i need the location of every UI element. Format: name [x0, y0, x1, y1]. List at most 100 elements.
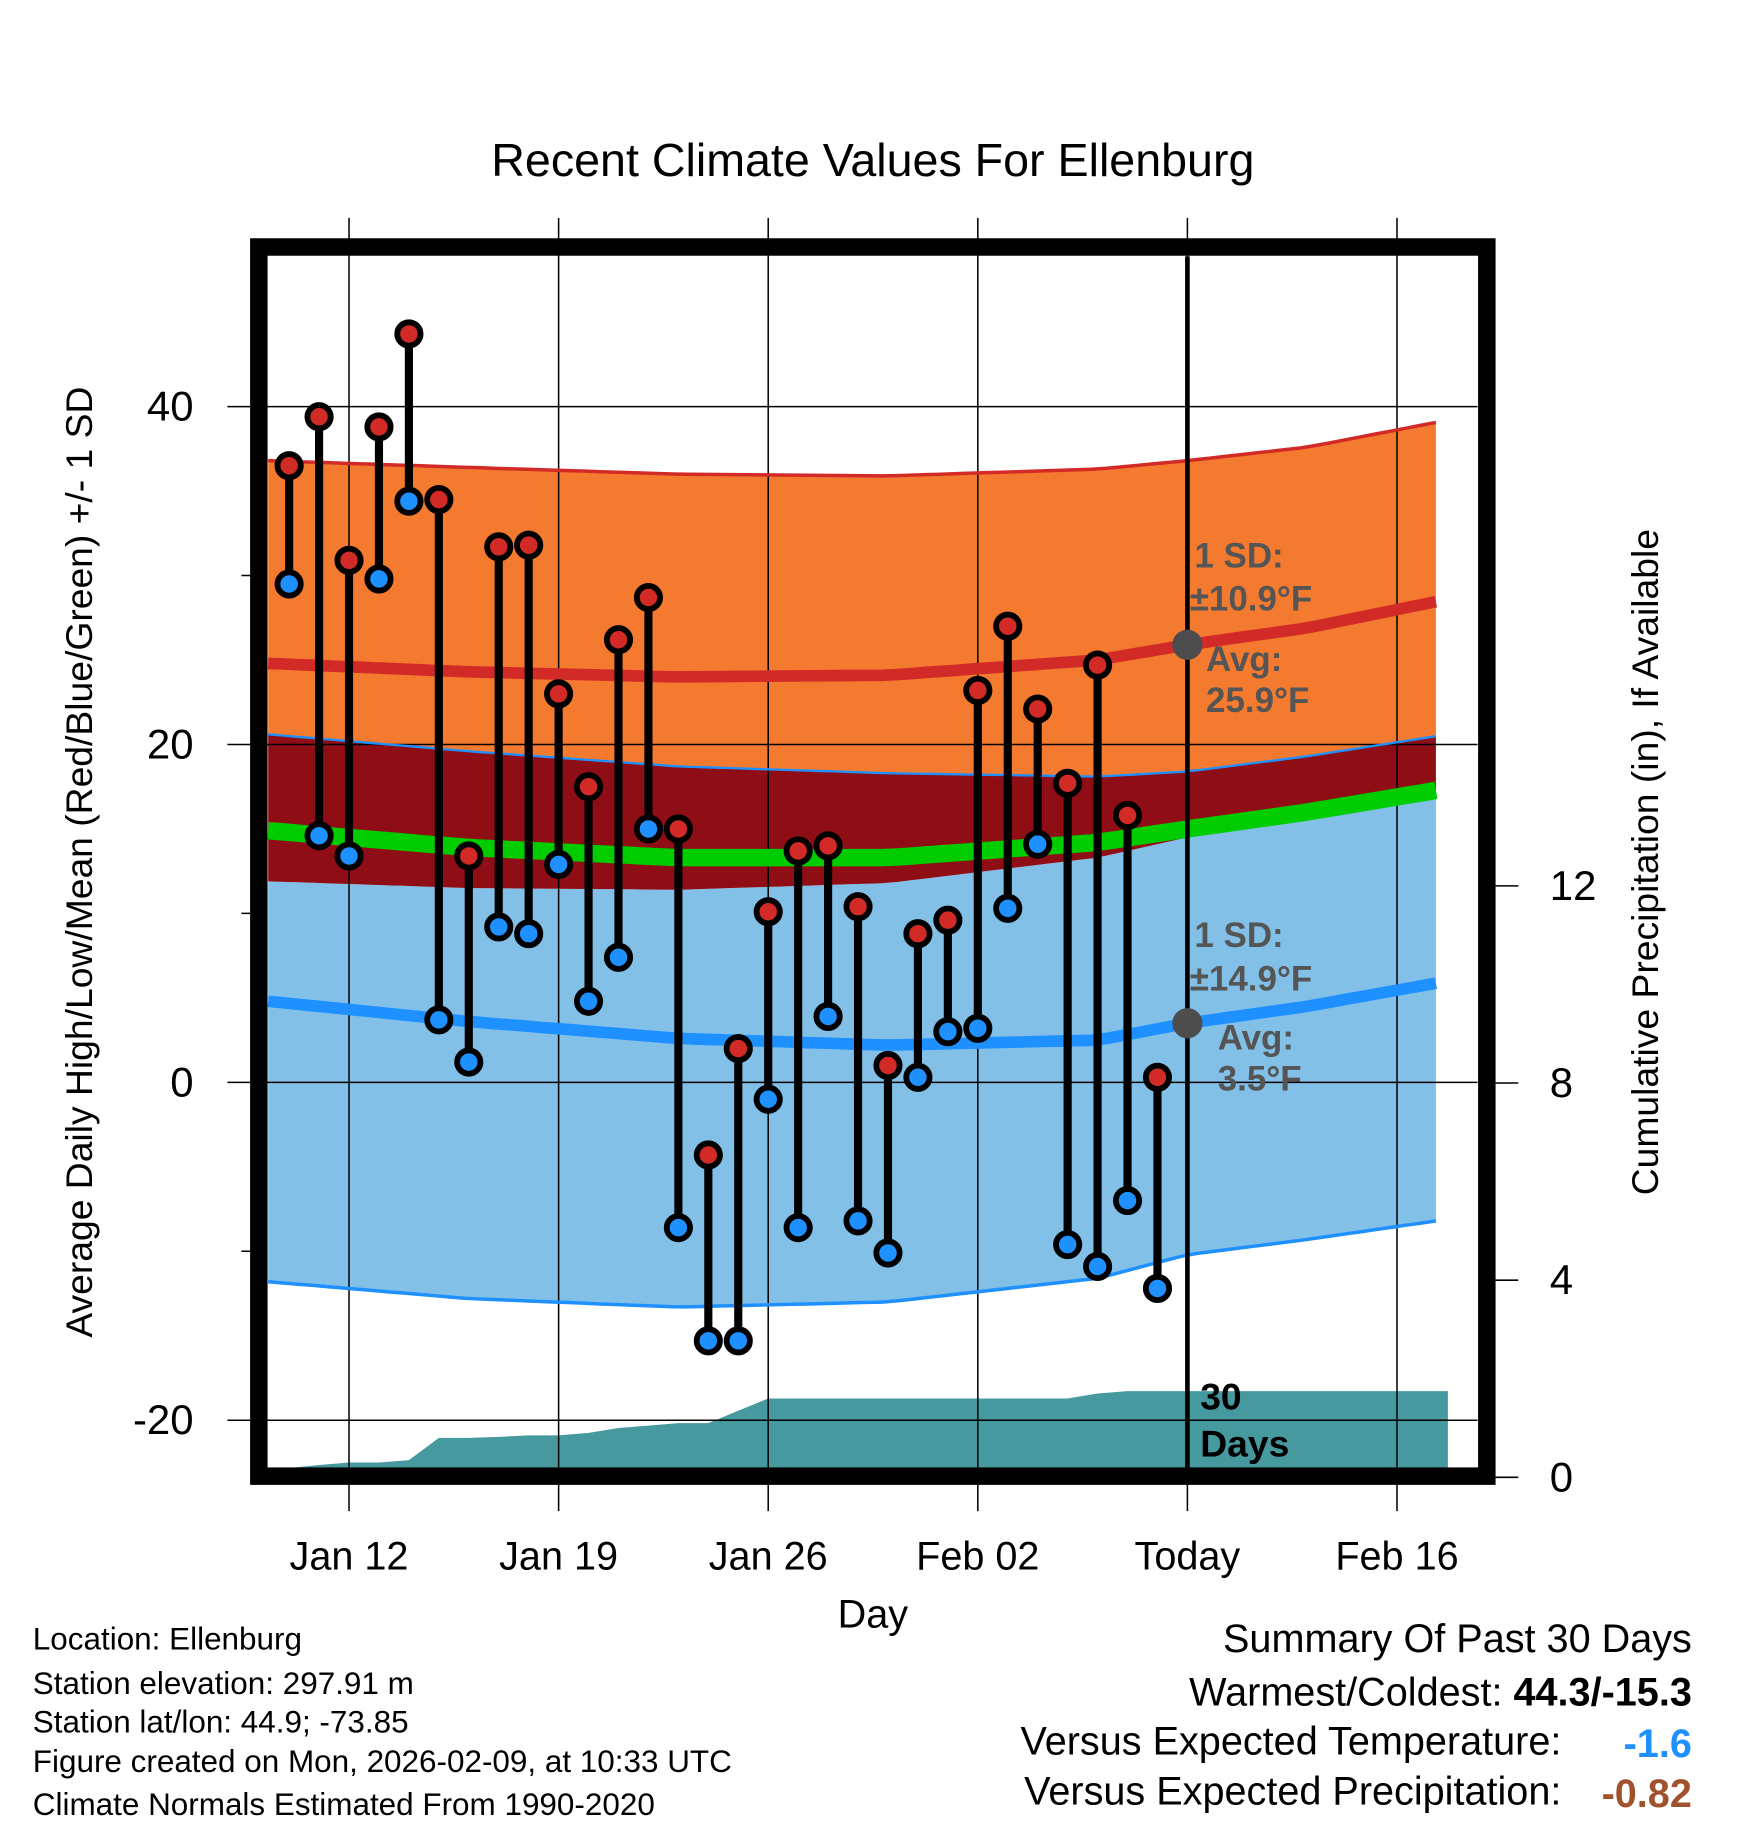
high-point	[873, 1050, 903, 1081]
high-avg-label: Avg:	[1206, 640, 1282, 679]
daily-range	[1142, 1062, 1173, 1304]
info-location: Location: Ellenburg	[33, 1622, 302, 1657]
high-point	[1053, 768, 1083, 798]
low-point	[753, 1084, 783, 1114]
daily-range	[783, 836, 813, 1243]
daily-range	[693, 1140, 723, 1356]
info-created: Figure created on Mon, 2026-02-09, at 10…	[33, 1744, 732, 1779]
temp-label: Versus Expected Temperature:	[1020, 1720, 1561, 1764]
y2-tick-label: 12	[1550, 862, 1597, 909]
low-point	[813, 1001, 843, 1032]
info-elevation: Station elevation: 297.91 m	[33, 1666, 414, 1701]
daily-range	[603, 625, 634, 972]
low-point	[693, 1326, 723, 1356]
window-days-label: Days	[1200, 1422, 1289, 1464]
low-point	[1053, 1229, 1083, 1260]
low-point	[633, 814, 664, 844]
low-point	[394, 486, 424, 516]
low-point	[274, 569, 304, 599]
daily-range	[1112, 800, 1143, 1216]
low-sd-band	[268, 798, 1436, 1307]
daily-range	[1083, 650, 1113, 1282]
info-normals: Climate Normals Estimated From 1990-2020	[33, 1787, 655, 1822]
low-sd-value: ±14.9°F	[1190, 959, 1313, 998]
high-point	[843, 892, 873, 922]
high-point	[753, 897, 783, 927]
y-tick-label: 0	[170, 1058, 193, 1105]
high-point	[573, 772, 604, 802]
y-tick-label: -20	[133, 1396, 194, 1443]
y2-tick-label: 4	[1550, 1256, 1573, 1303]
y2-tick-label: 8	[1550, 1059, 1573, 1106]
daily-range	[304, 402, 334, 851]
high-point	[693, 1140, 723, 1170]
high-point	[813, 831, 843, 861]
low-lower-line	[268, 1219, 1437, 1309]
low-point	[334, 841, 364, 871]
low-point	[603, 942, 634, 972]
y-tick-label: 40	[147, 383, 194, 430]
low-point	[484, 912, 514, 942]
y2-axis-label: Cumulative Precipitation (in), If Availa…	[1624, 529, 1666, 1195]
low-point	[304, 821, 334, 851]
x-tick-label: Jan 12	[290, 1534, 409, 1578]
low-point	[424, 1005, 454, 1035]
high-point	[963, 675, 993, 705]
daily-range	[1053, 768, 1083, 1260]
daily-range	[1023, 694, 1053, 859]
daily-range	[544, 679, 574, 879]
low-point	[514, 919, 544, 949]
high-point	[723, 1034, 753, 1064]
daily-range	[274, 451, 304, 599]
daily-range	[963, 675, 993, 1043]
daily-range	[933, 905, 963, 1047]
daily-range	[484, 532, 514, 942]
daily-range	[843, 892, 873, 1236]
chart-title: Recent Climate Values For Ellenburg	[491, 134, 1254, 186]
daily-range	[873, 1050, 903, 1268]
daily-range	[633, 582, 664, 844]
daily-range	[573, 772, 604, 1016]
high-point	[933, 905, 963, 935]
low-point	[1083, 1251, 1113, 1282]
low-point	[1142, 1273, 1173, 1304]
annotations: 1 SD: ±10.9°F Avg: 25.9°F 1 SD: ±14.9°F …	[1190, 536, 1313, 1464]
high-point	[394, 319, 424, 349]
low-avg-value: 3.5°F	[1218, 1060, 1302, 1099]
high-upper-line	[268, 420, 1437, 478]
x-tick-label: Jan 26	[709, 1534, 828, 1578]
high-point	[1112, 800, 1143, 830]
low-point	[723, 1326, 753, 1356]
daily-range	[364, 412, 394, 594]
daily-points	[274, 319, 1173, 1356]
low-point	[963, 1013, 993, 1043]
high-lower-line	[268, 733, 1437, 778]
warm-cold-value: 44.3/-15.3	[1513, 1671, 1691, 1715]
high-point	[424, 484, 454, 515]
x-tick-label: Feb 16	[1335, 1534, 1458, 1578]
low-point	[1112, 1186, 1143, 1216]
daily-range	[454, 841, 484, 1077]
low-avg-today-marker	[1172, 1008, 1203, 1039]
high-point	[663, 814, 693, 844]
y-axis-label: Average Daily High/Low/Mean (Red/Blue/Gr…	[58, 387, 100, 1338]
low-point	[573, 986, 604, 1016]
daily-range	[514, 530, 544, 949]
low-avg-line	[267, 977, 1437, 1051]
low-point	[933, 1017, 963, 1047]
warm-cold-label: Warmest/Coldest:	[1189, 1671, 1513, 1715]
x-tick-label: Feb 02	[916, 1534, 1039, 1578]
axis-ticks: Jan 12 Jan 19 Jan 26 Feb 02 Today Feb 1640200…	[133, 383, 1596, 1579]
high-sd-label: 1 SD:	[1194, 536, 1283, 575]
high-point	[783, 836, 813, 866]
x-tick-label: Jan 19	[499, 1534, 618, 1578]
daily-range	[663, 814, 693, 1243]
daily-range	[424, 484, 454, 1035]
precip-area	[268, 1391, 1448, 1468]
window-days-number: 30	[1200, 1376, 1241, 1418]
high-point	[514, 530, 544, 560]
high-point	[903, 919, 933, 949]
precip-value: -0.82	[1602, 1772, 1692, 1816]
high-avg-line	[267, 595, 1438, 683]
